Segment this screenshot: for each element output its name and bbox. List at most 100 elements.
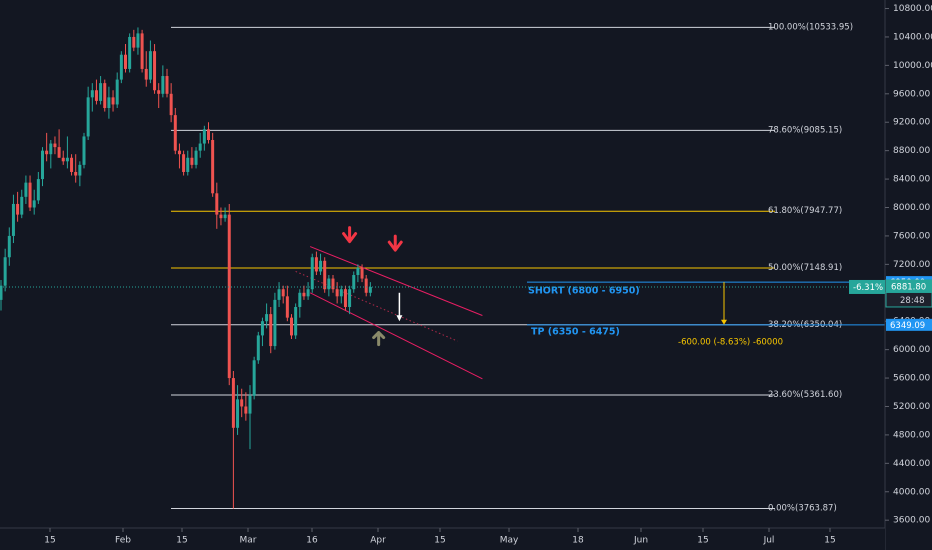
candle bbox=[236, 385, 240, 435]
candle-body bbox=[165, 76, 169, 94]
arrow-head bbox=[396, 315, 403, 322]
price-tick-label: 4000.00 bbox=[893, 487, 930, 497]
price-tick-label: 5600.00 bbox=[893, 374, 930, 384]
candle bbox=[115, 72, 119, 109]
candle bbox=[360, 264, 364, 283]
candle-body bbox=[57, 147, 61, 158]
candle bbox=[70, 154, 74, 176]
candle bbox=[165, 68, 169, 98]
candle-body bbox=[294, 306, 298, 336]
time-tick-label: 16 bbox=[306, 536, 318, 546]
candle bbox=[248, 385, 252, 450]
candle-body bbox=[310, 257, 314, 290]
time-tick-label: 15 bbox=[44, 536, 55, 546]
candle bbox=[265, 303, 269, 329]
candle-body bbox=[90, 90, 94, 98]
candle bbox=[153, 44, 157, 94]
candle bbox=[161, 65, 165, 98]
time-tick-label: 15 bbox=[824, 536, 835, 546]
candle bbox=[240, 388, 244, 418]
candle bbox=[0, 279, 3, 311]
candle bbox=[364, 275, 368, 297]
candle bbox=[339, 285, 343, 304]
candle-body bbox=[173, 115, 177, 151]
candle bbox=[182, 150, 186, 176]
candle bbox=[227, 203, 231, 386]
time-tick-label: 15 bbox=[176, 536, 187, 546]
candle-body bbox=[240, 399, 244, 407]
candle bbox=[219, 207, 223, 226]
time-tick-label: 15 bbox=[697, 536, 708, 546]
candle bbox=[78, 161, 82, 187]
candle-body bbox=[281, 289, 285, 297]
candle bbox=[202, 125, 206, 151]
time-axis-background bbox=[0, 528, 885, 550]
candle-body bbox=[260, 321, 264, 336]
price-tick-label: 3600.00 bbox=[893, 516, 930, 526]
down-arrow-icon bbox=[342, 226, 358, 244]
candle-body bbox=[190, 157, 194, 165]
price-axis[interactable]: 10800.00 10400.00 10000.00 9600.00 9200.00 88… bbox=[884, 0, 932, 550]
annotations[interactable]: SHORT (6800 - 6950) TP (6350 - 6475) -600.… bbox=[0, 226, 885, 348]
candle bbox=[302, 285, 306, 300]
candle-body bbox=[319, 260, 323, 272]
channel-bottom-line bbox=[309, 292, 483, 380]
candle bbox=[335, 282, 339, 304]
candle bbox=[260, 317, 264, 347]
candle bbox=[3, 248, 7, 292]
candle bbox=[215, 182, 219, 229]
candle bbox=[119, 51, 123, 84]
candle bbox=[11, 194, 15, 244]
candle-body bbox=[128, 36, 132, 69]
candle-body bbox=[144, 68, 148, 80]
candle-body bbox=[356, 267, 360, 276]
candle-body bbox=[244, 406, 248, 414]
bar-countdown-timer: 28:48 bbox=[900, 296, 925, 306]
candle-body bbox=[236, 399, 240, 428]
candle-body bbox=[94, 90, 98, 101]
candle bbox=[157, 83, 161, 109]
candle-body bbox=[352, 275, 356, 290]
fib-level-label: 0.00%(3763.87) bbox=[768, 504, 837, 514]
tp-price-tag-text: 6349.09 bbox=[890, 321, 925, 331]
candle bbox=[352, 271, 356, 293]
candle bbox=[281, 285, 285, 304]
candle-body bbox=[211, 139, 215, 194]
candle bbox=[294, 303, 298, 339]
candle-body bbox=[368, 286, 372, 293]
candle-body bbox=[103, 83, 107, 109]
candle bbox=[198, 132, 202, 158]
candle-body bbox=[314, 257, 318, 272]
candle-body bbox=[111, 97, 115, 105]
price-axis-background bbox=[885, 0, 932, 550]
candle-body bbox=[364, 278, 368, 293]
candle-body bbox=[348, 289, 352, 307]
candle-body bbox=[219, 214, 223, 219]
price-tick-label: 7600.00 bbox=[893, 231, 930, 241]
fib-level-label: 78.60%(9085.15) bbox=[768, 125, 842, 135]
candle-body bbox=[3, 257, 7, 286]
candle-body bbox=[49, 143, 53, 155]
candle bbox=[36, 171, 40, 204]
candle bbox=[7, 227, 11, 266]
candle-body bbox=[41, 150, 44, 180]
candle bbox=[107, 86, 111, 119]
time-axis[interactable]: 15 Feb 15 Mar 16 Apr 15 May 18 Jun 15 Jul 15 bbox=[0, 527, 885, 550]
fib-level-label: 23.60%(5361.60) bbox=[768, 390, 842, 400]
time-tick-label: 18 bbox=[572, 536, 584, 546]
candle bbox=[169, 83, 173, 123]
fib-level-label: 50.00%(7148.91) bbox=[768, 263, 842, 273]
candle-body bbox=[161, 76, 165, 94]
candle bbox=[124, 44, 127, 73]
candle-body bbox=[198, 143, 202, 151]
price-tick-label: 4800.00 bbox=[893, 430, 930, 440]
candle-body bbox=[302, 292, 306, 297]
trendlines[interactable] bbox=[295, 246, 483, 380]
candle-body bbox=[256, 335, 260, 361]
price-tick-label: 8800.00 bbox=[893, 146, 930, 156]
candle-body bbox=[265, 314, 269, 322]
candle-body bbox=[115, 79, 119, 105]
candle bbox=[244, 392, 248, 421]
candle-body bbox=[0, 285, 3, 300]
